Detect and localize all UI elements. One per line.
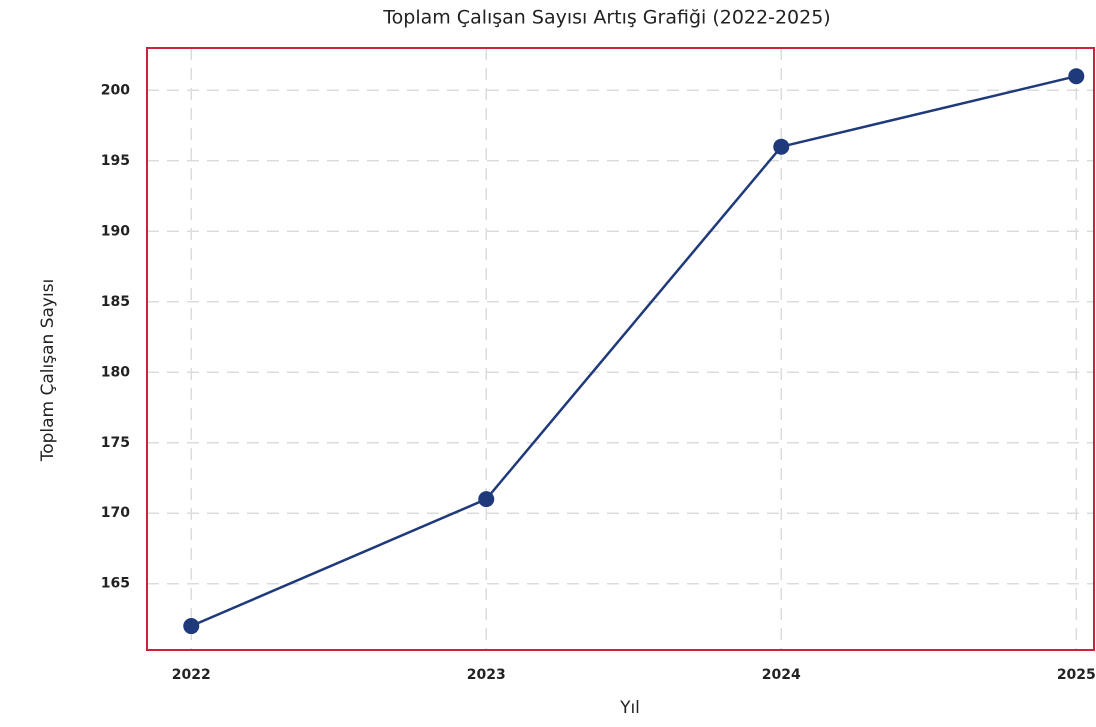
y-axis-label: Toplam Çalışan Sayısı [38, 279, 58, 463]
line [190, 74, 1077, 628]
y-tick-label: 195 [101, 153, 130, 169]
point [183, 618, 200, 635]
y-tick-label: 200 [101, 82, 130, 98]
plot-frame [146, 47, 1095, 651]
y-tick-label: 190 [101, 223, 130, 239]
x-tick-label: 2022 [172, 667, 211, 683]
y-tick-label: 175 [101, 435, 130, 451]
point [1068, 68, 1085, 85]
x-tick-label: 2025 [1057, 667, 1096, 683]
y-tick-label: 185 [101, 294, 130, 310]
point [478, 491, 495, 508]
point [773, 138, 790, 155]
x-tick-label: 2023 [467, 667, 506, 683]
x-tick-label: 2024 [762, 667, 801, 683]
y-tick-label: 170 [101, 505, 130, 521]
chart-title: Toplam Çalışan Sayısı Artış Grafiği (202… [382, 7, 830, 29]
y-tick-label: 180 [101, 364, 130, 380]
x-axis-label: Yıl [619, 698, 640, 718]
y-tick-label: 165 [101, 576, 130, 592]
